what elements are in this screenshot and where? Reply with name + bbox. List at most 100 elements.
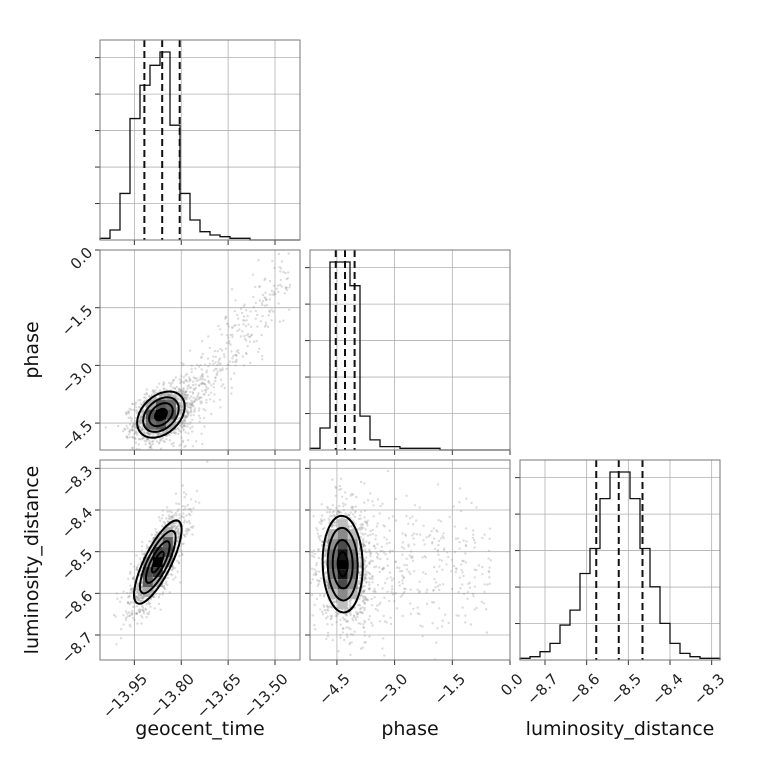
- scatter-point: [152, 439, 155, 443]
- scatter-point: [242, 315, 246, 318]
- scatter-point: [135, 611, 138, 615]
- scatter-point: [257, 285, 261, 288]
- scatter-point: [123, 427, 126, 430]
- scatter-point: [361, 646, 364, 649]
- scatter-point: [142, 410, 145, 413]
- scatter-point: [264, 297, 267, 300]
- scatter-point: [204, 383, 207, 386]
- scatter-point: [221, 367, 224, 370]
- scatter-point: [188, 422, 191, 426]
- scatter-point: [140, 608, 143, 612]
- scatter-point: [166, 583, 169, 586]
- scatter-point: [226, 322, 229, 325]
- scatter-point: [318, 536, 321, 540]
- scatter-point: [144, 417, 147, 420]
- scatter-point: [131, 429, 135, 432]
- scatter-point: [193, 398, 197, 402]
- scatter-point: [345, 620, 348, 623]
- scatter-point: [167, 393, 170, 396]
- scatter-point: [342, 618, 346, 621]
- scatter-point: [323, 605, 326, 608]
- scatter-point: [206, 375, 209, 378]
- scatter-point: [142, 552, 146, 555]
- scatter-point: [363, 598, 367, 601]
- scatter-point: [310, 581, 313, 584]
- scatter-point: [104, 426, 108, 429]
- histogram-panel-phase: [305, 249, 511, 455]
- scatter-point: [201, 375, 204, 379]
- scatter-point: [183, 424, 186, 427]
- scatter-point: [123, 428, 127, 431]
- scatter-point: [169, 516, 172, 519]
- scatter-point: [165, 392, 168, 395]
- scatter-point: [173, 524, 176, 528]
- scatter-point: [150, 440, 154, 443]
- scatter-point: [177, 536, 180, 539]
- scatter-point: [186, 385, 189, 388]
- scatter-point: [195, 376, 198, 380]
- scatter-point: [364, 528, 367, 531]
- scatter-point: [190, 403, 193, 406]
- scatter-point: [136, 599, 140, 602]
- scatter-point: [183, 519, 186, 522]
- scatter-point: [220, 349, 224, 352]
- scatter-point: [319, 577, 323, 580]
- scatter-point: [248, 335, 252, 339]
- scatter-point: [187, 384, 190, 387]
- scatter-point: [139, 428, 143, 431]
- scatter-point: [331, 524, 334, 527]
- scatter-point: [313, 603, 316, 607]
- scatter-point: [346, 635, 349, 638]
- scatter-point: [197, 378, 200, 382]
- scatter-point: [325, 540, 328, 543]
- scatter-point: [342, 517, 345, 520]
- scatter-point: [360, 526, 364, 529]
- scatter-point: [136, 568, 139, 572]
- scatter-point: [157, 516, 161, 519]
- scatter-point: [245, 352, 248, 356]
- scatter-point: [174, 528, 177, 531]
- scatter-point: [201, 377, 205, 381]
- scatter-point: [185, 390, 188, 393]
- scatter-point: [458, 547, 461, 550]
- scatter-point: [364, 581, 368, 584]
- scatter-point: [279, 270, 282, 273]
- scatter-point: [145, 431, 149, 435]
- scatter-point: [128, 614, 132, 617]
- scatter-point: [320, 514, 324, 517]
- scatter-point: [219, 406, 222, 409]
- scatter-point: [191, 402, 194, 405]
- scatter-point: [218, 357, 222, 360]
- scatter-point: [162, 382, 166, 385]
- scatter-point: [349, 633, 353, 636]
- scatter-point: [181, 515, 184, 518]
- scatter-point: [159, 433, 163, 436]
- scatter-point: [180, 425, 183, 428]
- scatter-point: [169, 524, 172, 527]
- scatter-point: [127, 412, 131, 415]
- scatter-point: [170, 568, 173, 572]
- scatter-point: [189, 409, 193, 413]
- scatter-point: [337, 510, 340, 513]
- scatter-point: [334, 494, 337, 497]
- scatter-point: [200, 374, 203, 378]
- scatter-point: [140, 585, 144, 588]
- scatter-point: [376, 609, 379, 612]
- scatter-point: [339, 477, 343, 480]
- scatter-point: [264, 277, 267, 280]
- scatter-point: [177, 388, 181, 391]
- scatter-point: [246, 332, 250, 336]
- scatter-point: [129, 570, 132, 574]
- contour-level: [154, 407, 168, 422]
- scatter-point: [141, 553, 144, 556]
- scatter-point: [124, 411, 128, 414]
- scatter-point: [141, 540, 144, 544]
- scatter-point: [125, 413, 128, 416]
- scatter-point: [286, 277, 290, 280]
- scatter-point: [165, 580, 168, 583]
- scatter-point: [179, 581, 182, 584]
- scatter-point: [404, 533, 407, 536]
- scatter-point: [330, 605, 333, 608]
- scatter-point: [141, 597, 144, 600]
- scatter-point: [186, 503, 189, 507]
